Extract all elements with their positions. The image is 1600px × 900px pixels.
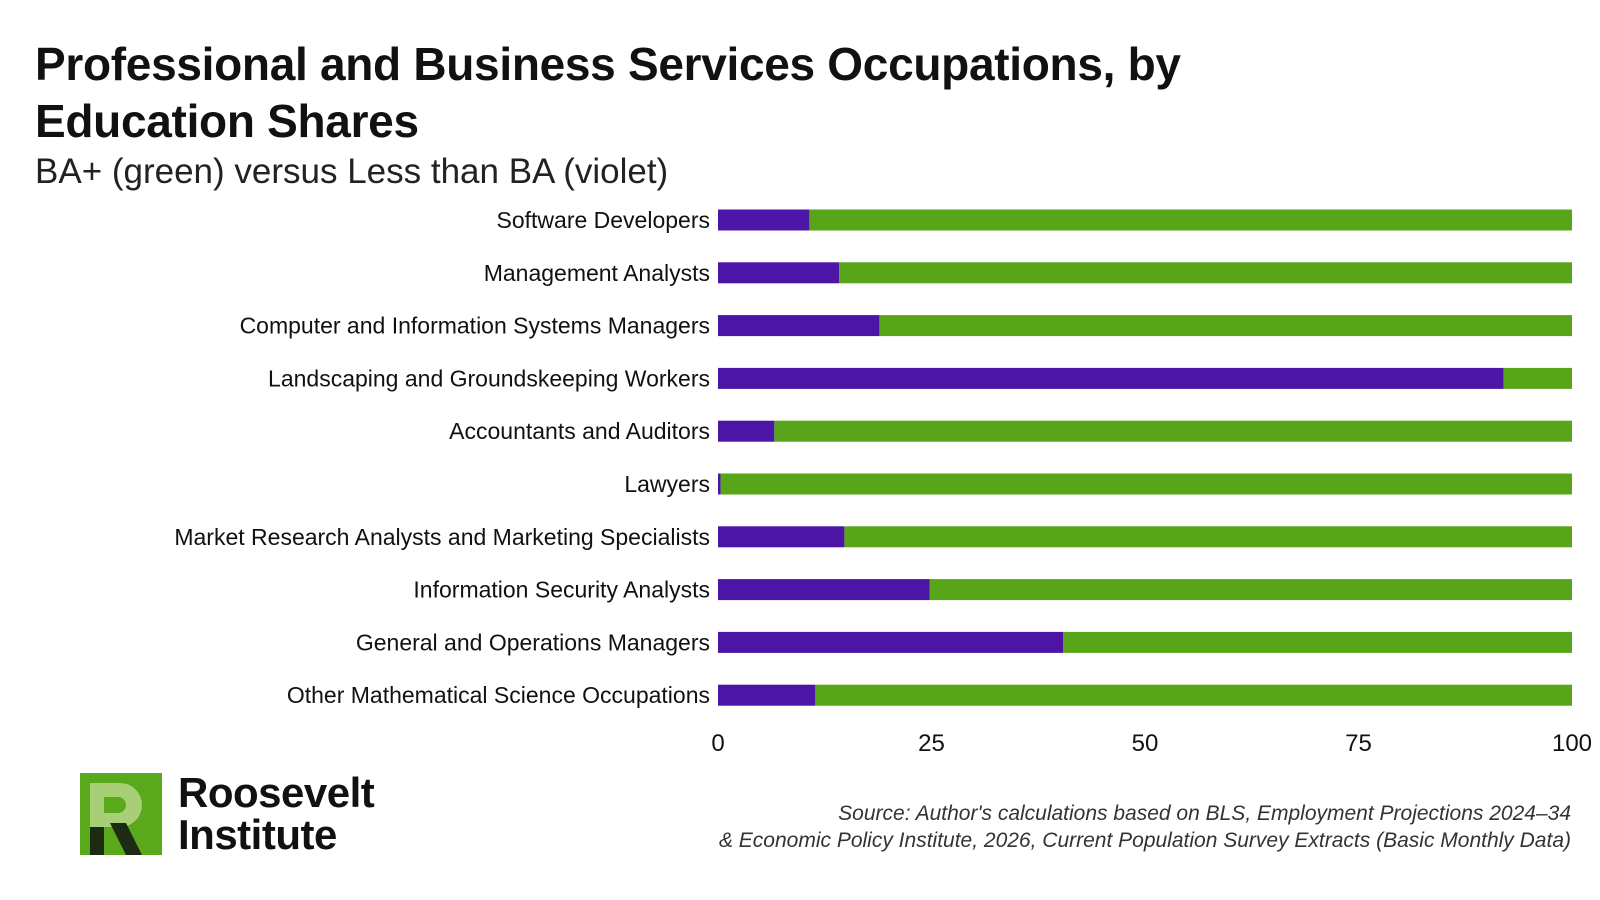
logo-wordmark: Roosevelt Institute	[178, 769, 375, 858]
bar-less-than-ba-5	[718, 473, 721, 495]
source-line-1: Source: Author's calculations based on B…	[838, 802, 1571, 825]
x-tick-label: 75	[1345, 730, 1372, 757]
bar-ba-plus-1	[839, 262, 1572, 284]
category-label: Computer and Information Systems Manager…	[240, 313, 710, 339]
bar-less-than-ba-2	[718, 315, 880, 337]
bars-group	[718, 209, 1572, 706]
bar-ba-plus-9	[815, 684, 1572, 706]
chart-subtitle: BA+ (green) versus Less than BA (violet)	[35, 152, 669, 191]
bar-less-than-ba-1	[718, 262, 840, 284]
roosevelt-logo-icon	[80, 773, 162, 855]
source-note: Source: Author's calculations based on B…	[719, 800, 1571, 854]
chart-title: Professional and Business Services Occup…	[35, 38, 1181, 147]
bar-ba-plus-5	[720, 473, 1572, 495]
bar-ba-plus-0	[809, 209, 1572, 231]
category-label: Software Developers	[497, 207, 711, 233]
bar-less-than-ba-9	[718, 684, 816, 706]
bar-less-than-ba-0	[718, 209, 810, 231]
bar-ba-plus-4	[774, 420, 1572, 442]
bar-less-than-ba-8	[718, 631, 1064, 653]
bar-ba-plus-2	[879, 315, 1572, 337]
category-label: Market Research Analysts and Marketing S…	[174, 524, 710, 550]
x-tick-label: 50	[1132, 730, 1159, 757]
source-line-2: & Economic Policy Institute, 2026, Curre…	[718, 829, 1571, 852]
category-label: Accountants and Auditors	[449, 418, 710, 444]
category-label: Management Analysts	[484, 260, 710, 286]
bar-less-than-ba-3	[718, 367, 1504, 389]
category-label: Landscaping and Groundskeeping Workers	[268, 365, 710, 391]
x-axis-ticks: 0 25 50 75 100	[711, 730, 1592, 757]
bar-ba-plus-7	[929, 579, 1572, 601]
logo-line-2: Institute	[178, 811, 337, 858]
bar-less-than-ba-4	[718, 420, 775, 442]
category-label: General and Operations Managers	[356, 629, 710, 655]
bar-less-than-ba-6	[718, 526, 845, 548]
bar-ba-plus-8	[1063, 631, 1572, 653]
category-label: Other Mathematical Science Occupations	[287, 682, 710, 708]
x-tick-label: 100	[1552, 730, 1592, 757]
bar-ba-plus-6	[844, 526, 1572, 548]
logo-line-1: Roosevelt	[178, 769, 375, 816]
bar-less-than-ba-7	[718, 579, 930, 601]
category-label: Lawyers	[624, 471, 710, 497]
category-label: Information Security Analysts	[413, 577, 710, 603]
x-tick-label: 0	[711, 730, 724, 757]
category-labels: Software Developers Management Analysts Co…	[174, 207, 710, 708]
roosevelt-institute-logo: Roosevelt Institute	[80, 769, 375, 858]
x-tick-label: 25	[918, 730, 945, 757]
bar-chart: Software Developers Management Analysts Co…	[174, 207, 1592, 757]
bar-ba-plus-3	[1503, 367, 1572, 389]
